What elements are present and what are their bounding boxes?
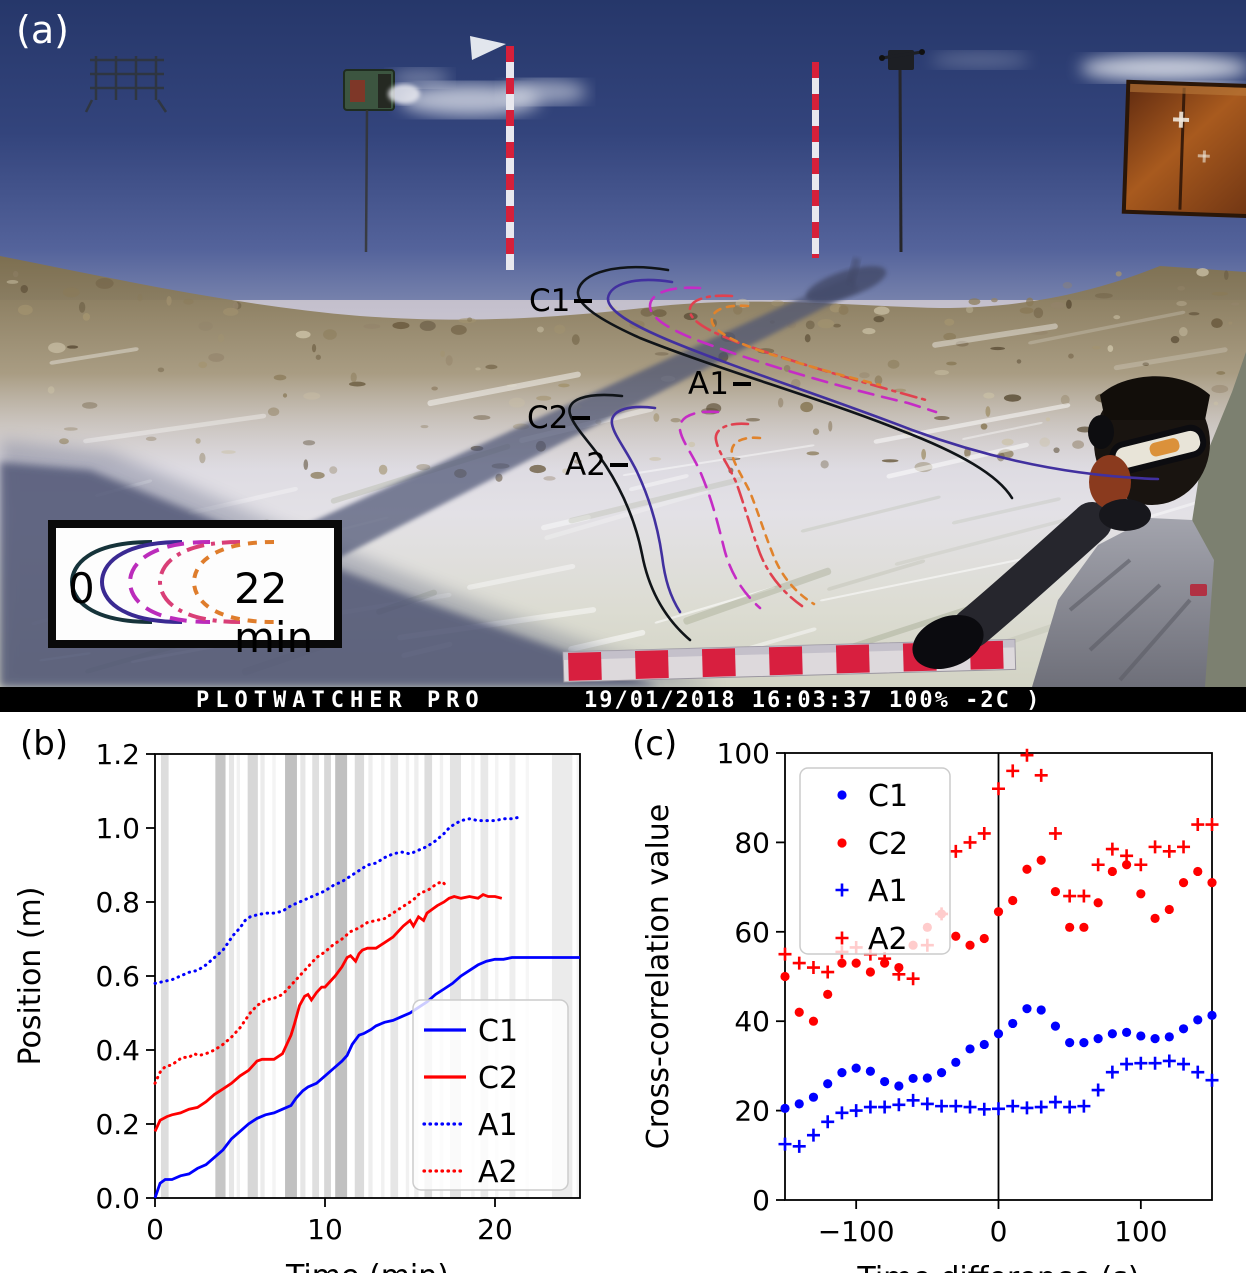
dune-contour-overlay	[568, 266, 1160, 642]
annotation-c1-text: C1	[529, 283, 571, 319]
svg-text:A2: A2	[478, 1155, 518, 1190]
svg-text:100: 100	[1114, 1215, 1167, 1248]
svg-text:100: 100	[717, 737, 770, 770]
legend-c: C1 C2 A1 A2	[799, 767, 951, 957]
svg-text:60: 60	[734, 916, 770, 949]
legend-b: C1 C2 A1 A2	[412, 999, 569, 1191]
series-c2	[153, 893, 503, 1132]
svg-text:Cross-correlation value: Cross-correlation value	[641, 804, 676, 1150]
annotation-a2-text: A2	[565, 447, 606, 483]
svg-text:0.4: 0.4	[95, 1034, 140, 1067]
annotation-a2: A2	[565, 447, 628, 483]
camera-caption-bar: PLOTWATCHER PRO 19/01/2018 16:03:37 100%…	[0, 687, 1246, 713]
svg-text:1.2: 1.2	[95, 738, 140, 771]
annotation-a1: A1	[688, 366, 751, 402]
svg-text:C1: C1	[868, 779, 908, 814]
svg-text:0.6: 0.6	[95, 960, 140, 993]
svg-text:20: 20	[477, 1213, 513, 1246]
series-a1	[778, 1054, 1219, 1153]
annotation-a1-text: A1	[688, 366, 729, 402]
svg-text:C2: C2	[478, 1061, 518, 1096]
position-time-chart: 0 10 20 0.0 0.2 0.4 0.6 0.8 1.0 1.2 Time (min) Posi…	[13, 738, 581, 1273]
annotation-tick	[572, 416, 591, 420]
svg-text:10: 10	[307, 1213, 343, 1246]
series-c1	[780, 1004, 1217, 1113]
series-c1	[153, 956, 580, 1199]
svg-text:0.8: 0.8	[95, 886, 140, 919]
svg-text:Position (m): Position (m)	[13, 887, 48, 1066]
svg-text:0: 0	[146, 1213, 164, 1246]
svg-text:40: 40	[734, 1005, 770, 1038]
svg-text:Time difference (s): Time difference (s)	[856, 1261, 1139, 1273]
svg-text:0: 0	[752, 1184, 770, 1217]
photo-scene-graphics	[0, 36, 1246, 687]
inset-time-legend: 0 22 min	[48, 520, 342, 662]
inset-curves	[69, 540, 275, 624]
sky	[0, 0, 1246, 332]
inset-end-label: 22 min	[234, 564, 314, 662]
annotation-c2: C2	[527, 400, 591, 436]
camera-brand-text: PLOTWATCHER PRO	[196, 688, 485, 713]
svg-text:80: 80	[734, 826, 770, 859]
svg-text:0.0: 0.0	[95, 1182, 140, 1215]
svg-text:C2: C2	[868, 827, 908, 862]
inset-start-label: 0	[68, 564, 95, 613]
panel-a-label: (a)	[16, 8, 69, 52]
panel-c-label: (c)	[632, 724, 678, 764]
annotation-c1: C1	[529, 283, 593, 319]
svg-text:−100: −100	[818, 1215, 895, 1248]
photo-panel: (a) C1 A1 C2 A2 0 22 min PLOTWATCHER PRO	[0, 0, 1246, 713]
svg-text:C1: C1	[478, 1014, 518, 1049]
series-a1	[153, 815, 522, 985]
svg-text:0.2: 0.2	[95, 1108, 140, 1141]
series-a2	[153, 879, 448, 1085]
svg-text:A1: A1	[478, 1108, 518, 1143]
svg-text:A1: A1	[868, 874, 908, 909]
panel-b-label: (b)	[20, 724, 69, 764]
annotation-tick	[574, 299, 593, 303]
svg-text:A2: A2	[868, 922, 908, 957]
svg-text:1.0: 1.0	[95, 812, 140, 845]
svg-text:Time (min): Time (min)	[285, 1259, 449, 1273]
camera-timestamp-text: 19/01/2018 16:03:37 100% -2C )	[584, 688, 1042, 713]
annotation-tick	[609, 463, 628, 467]
cross-correlation-chart: −100 0 100 0 20 40 60 80 100 Time difference (s) C…	[641, 737, 1219, 1273]
svg-text:0: 0	[990, 1215, 1008, 1248]
annotation-c2-text: C2	[527, 400, 569, 436]
charts-row: (b) (c) 0 10 20 0.0 0.2 0.4 0.6 0.8 1.0 1.2 Time (…	[0, 712, 1246, 1273]
annotation-tick	[732, 382, 751, 386]
svg-text:20: 20	[734, 1095, 770, 1128]
